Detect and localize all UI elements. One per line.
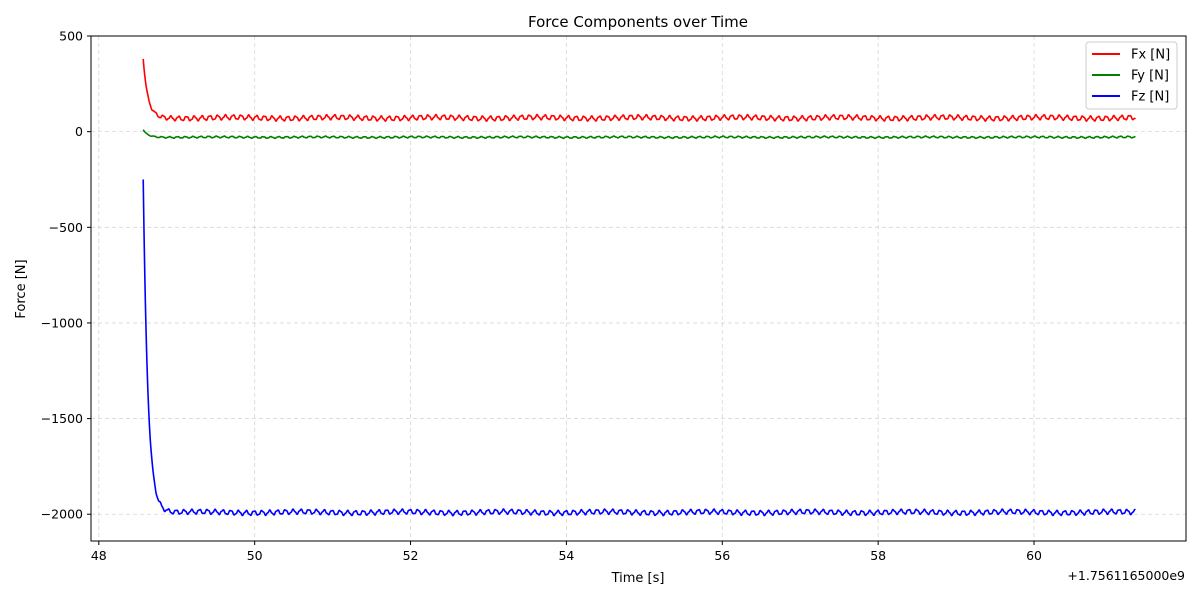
legend-label: Fz [N]	[1131, 90, 1169, 105]
x-tick-label: 52	[403, 548, 419, 563]
y-tick-label: 500	[59, 29, 83, 44]
chart-title: Force Components over Time	[528, 13, 748, 31]
legend-box	[1085, 41, 1178, 110]
x-axis-offset-label: +1.7561165000e9	[1067, 568, 1185, 583]
x-tick-label: 48	[91, 548, 107, 563]
legend: Fx [N] Fy [N] Fz [N]	[1085, 41, 1178, 110]
series-line-fy	[142, 129, 1136, 140]
axis-ticks: 48 50 52 54 56 58 60 500 0 −500 −1000 −1500 −2000	[41, 29, 1042, 564]
x-tick-label: 56	[714, 548, 730, 563]
series-line-fx	[142, 58, 1136, 122]
y-tick-label: −1500	[41, 411, 83, 426]
series-lines	[142, 58, 1136, 517]
x-tick-label: 50	[247, 548, 263, 563]
x-tick-label: 54	[558, 548, 574, 563]
series-line-fz	[142, 179, 1136, 517]
legend-label: Fy [N]	[1131, 69, 1169, 84]
y-tick-label: −1000	[41, 315, 83, 330]
y-axis-title: Force [N]	[14, 259, 29, 318]
x-axis-title: Time [s]	[611, 571, 665, 586]
plot-frame	[90, 35, 1187, 542]
legend-label: Fx [N]	[1131, 48, 1170, 63]
y-tick-label: −500	[49, 220, 83, 235]
y-tick-label: −2000	[41, 507, 83, 522]
x-tick-label: 58	[870, 548, 886, 563]
x-tick-label: 60	[1026, 548, 1042, 563]
y-tick-label: 0	[75, 124, 83, 139]
